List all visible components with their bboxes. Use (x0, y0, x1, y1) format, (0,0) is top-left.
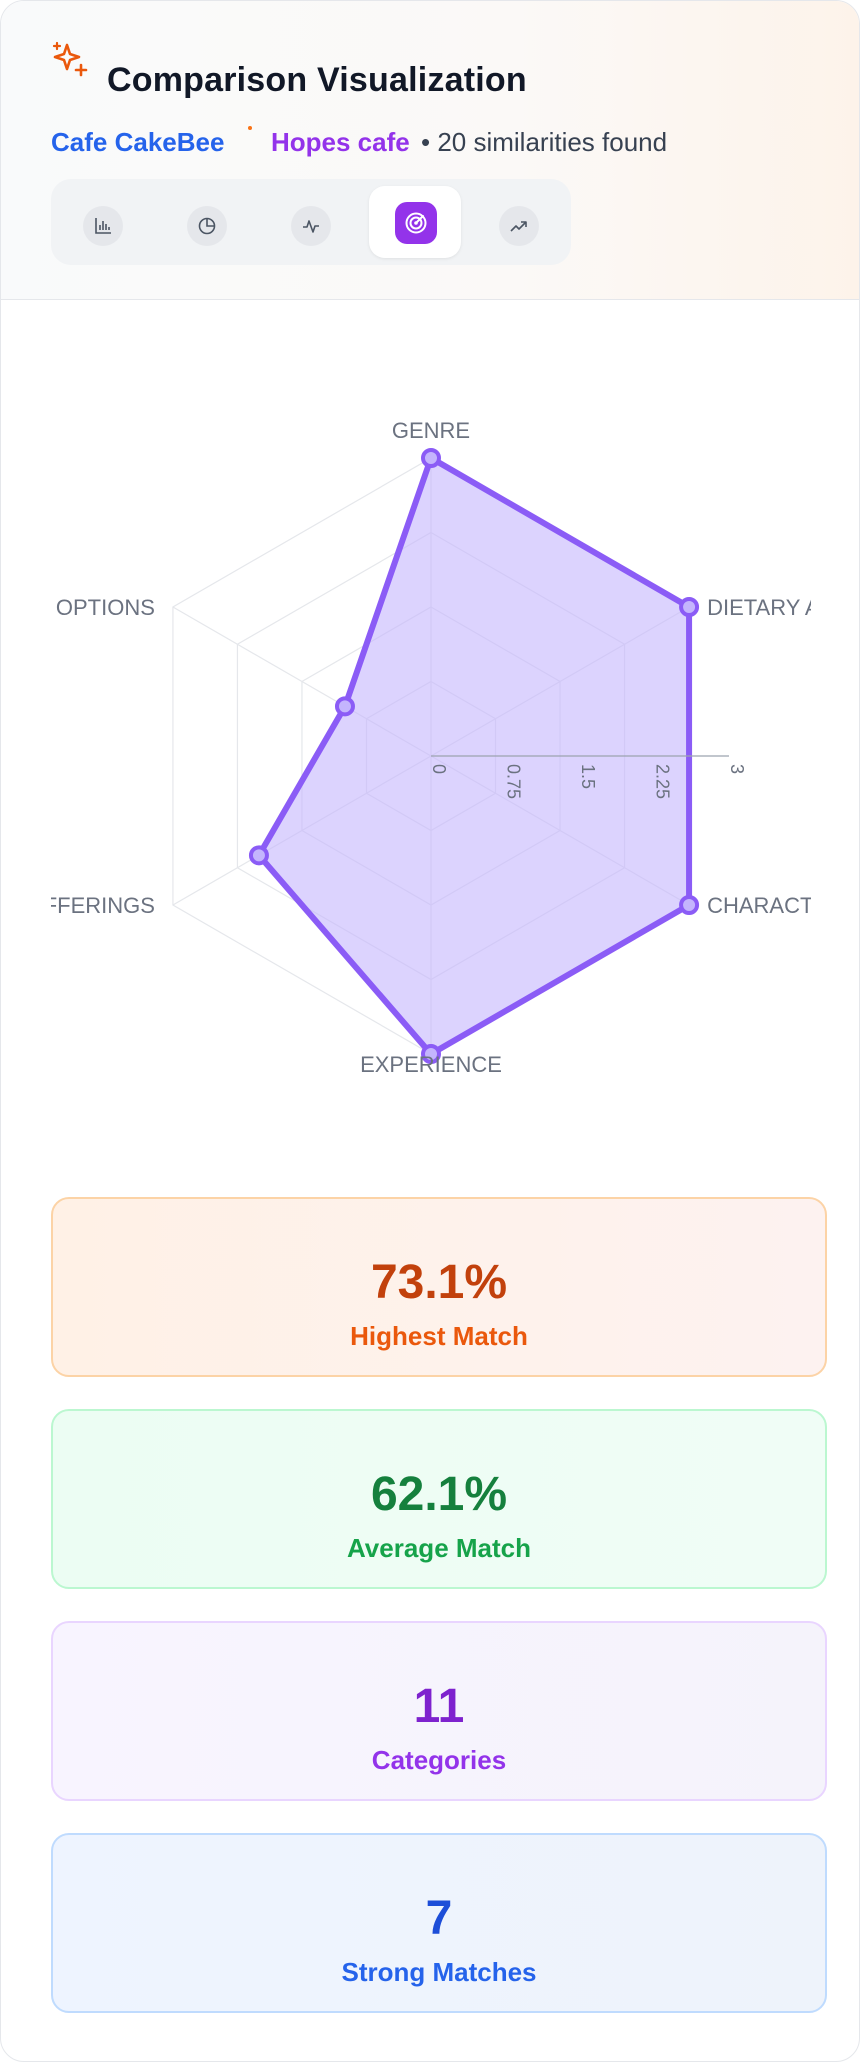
stat-value: 7 (425, 1892, 453, 1945)
sparkles-icon (52, 41, 88, 77)
subject-a-name: Cafe CakeBee (51, 127, 225, 157)
stat-card-average-match: 62.1% Average Match (51, 1409, 827, 1589)
radar-data-point (334, 696, 355, 717)
radar-axis-label: DIETARY AC (707, 595, 811, 620)
stat-value: 62.1% (370, 1468, 508, 1521)
radar-axis-label: OFFERINGS (51, 893, 155, 918)
radar-tick-label: 1.5 (578, 764, 598, 789)
radar-chart-svg: 0 0.75 1.5 2.25 3 GENRE DIETARY AC CHARACTE EXPE… (51, 418, 811, 1077)
separator-dot (248, 126, 252, 130)
card-header: Comparison Visualization Cafe CakeBee Ho… (1, 1, 859, 300)
pie-chart-icon (198, 217, 216, 235)
radar-data-point (679, 597, 700, 617)
subject-b-name: Hopes cafe (271, 127, 410, 157)
stat-label: Categories (371, 1745, 507, 1775)
page-title: Comparison Visualization (107, 61, 527, 99)
radar-icon (405, 212, 427, 234)
stat-value: 11 (413, 1680, 465, 1733)
activity-icon (303, 220, 319, 233)
radar-axis-label: GENRE (392, 418, 470, 443)
radar-tick-label: 3 (727, 764, 747, 774)
radar-tick-label: 2.25 (653, 764, 673, 799)
radar-axis-label: EXPERIENCE (360, 1052, 502, 1077)
chart-type-tabs (51, 179, 571, 265)
radar-data-point (421, 448, 441, 468)
stat-value: 73.1% (370, 1256, 508, 1309)
similarities-count: • 20 similarities found (421, 127, 668, 157)
tab-bar-chart[interactable] (83, 206, 123, 246)
radar-tick-label: 0 (429, 764, 449, 774)
tab-line-chart[interactable] (291, 206, 331, 246)
stat-card-strong-matches: 7 Strong Matches (51, 1833, 827, 2013)
stat-label: Average Match (347, 1533, 531, 1563)
radar-data-point (679, 895, 700, 915)
radar-axis-label: G OPTIONS (51, 595, 155, 620)
trending-up-icon (510, 221, 527, 232)
stat-label: Strong Matches (341, 1957, 537, 1987)
radar-tick-label: 0.75 (504, 764, 524, 799)
radar-axis-label: CHARACTE (707, 893, 811, 918)
radar-chart-area: 0 0.75 1.5 2.25 3 GENRE DIETARY AC CHARACTE EXPE… (51, 301, 811, 1121)
radar-data-point (248, 845, 269, 866)
radar-chart: 0 0.75 1.5 2.25 3 GENRE DIETARY AC CHARACTE EXPE… (1, 301, 859, 1121)
stat-card-highest-match: 73.1% Highest Match (51, 1197, 827, 1377)
radar-tab-button (395, 202, 437, 244)
tab-pie-chart[interactable] (187, 206, 227, 246)
tab-radar-chart[interactable] (369, 186, 461, 258)
radar-data-point (421, 1044, 441, 1064)
bar-chart-icon (95, 218, 111, 234)
stat-card-categories: 11 Categories (51, 1621, 827, 1801)
stat-label: Highest Match (350, 1321, 528, 1351)
tab-trend-chart[interactable] (499, 206, 539, 246)
